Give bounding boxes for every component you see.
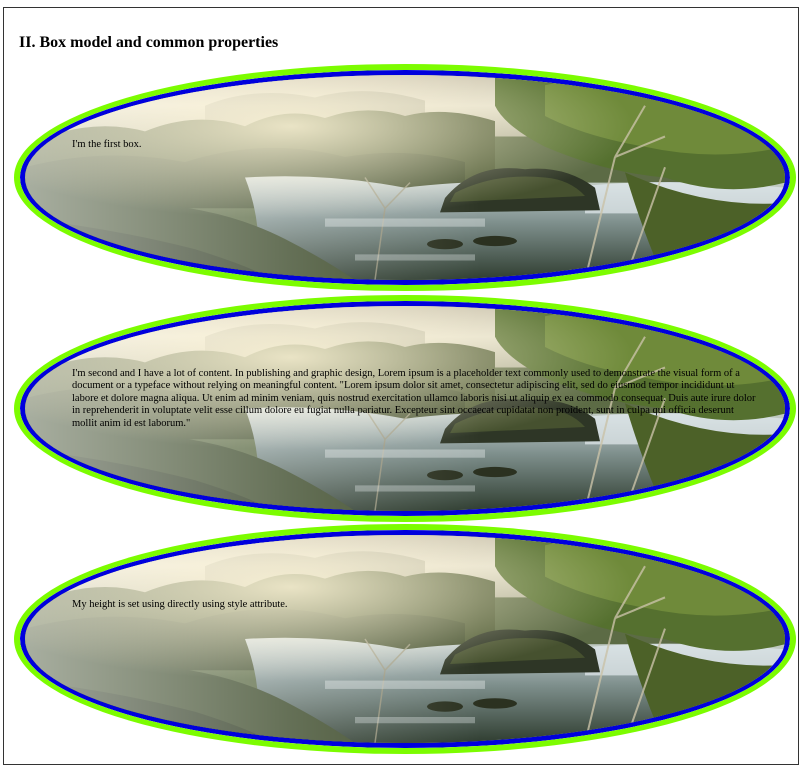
first-box-text: I'm the first box. (72, 139, 142, 150)
third-box-text: My height is set using directly using st… (72, 599, 288, 610)
first-box-inner-border: I'm the first box. (20, 70, 790, 285)
second-box-inner-border: I'm second and I have a lot of content. … (20, 301, 790, 516)
second-box: I'm second and I have a lot of content. … (14, 295, 796, 522)
third-box: My height is set using directly using st… (14, 524, 796, 754)
third-box-inner-border: My height is set using directly using st… (20, 530, 790, 748)
lake-landscape-image (25, 75, 785, 280)
first-box: I'm the first box. (14, 64, 796, 291)
second-box-text: I'm second and I have a lot of content. … (72, 368, 756, 429)
lake-landscape-image (25, 535, 785, 743)
page-heading: II. Box model and common properties (19, 34, 279, 51)
